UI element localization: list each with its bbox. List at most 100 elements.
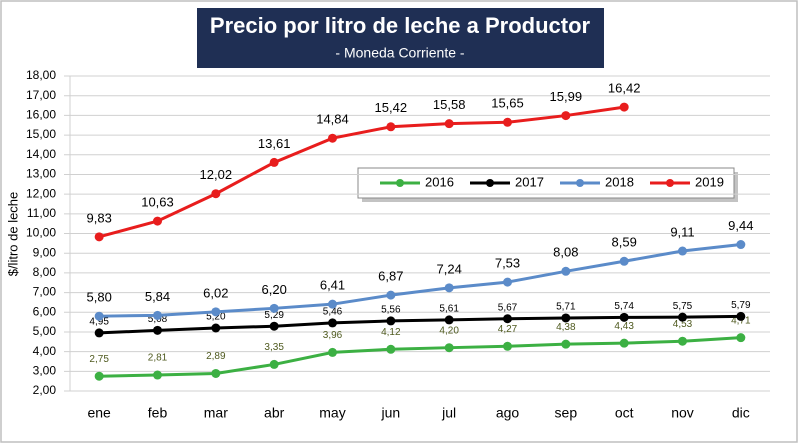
- data-label: 4,20: [439, 325, 459, 336]
- series-line: [99, 336, 741, 378]
- data-point: [561, 313, 571, 323]
- y-tick-label: 8,00: [33, 265, 57, 279]
- x-tick-label: feb: [148, 405, 168, 421]
- data-point: [328, 347, 337, 357]
- y-tick-label: 4,00: [33, 344, 57, 358]
- data-point: [503, 314, 512, 324]
- data-label: 16,42: [608, 81, 641, 96]
- data-label: 2,75: [89, 354, 109, 365]
- data-point: [561, 111, 571, 121]
- data-label: 5,67: [498, 302, 518, 313]
- series-line: [98, 105, 625, 239]
- data-label: 6,02: [203, 285, 228, 300]
- y-tick-label: 14,00: [26, 147, 56, 161]
- legend-marker: [396, 179, 404, 187]
- data-point: [619, 102, 629, 112]
- data-point: [678, 246, 687, 256]
- data-point: [678, 312, 687, 322]
- x-tick-label: jun: [380, 405, 400, 421]
- data-point: [269, 321, 279, 331]
- data-label: 6,41: [320, 278, 345, 293]
- data-label: 7,24: [437, 261, 462, 276]
- data-point: [153, 310, 162, 320]
- data-label: 4,53: [673, 319, 693, 330]
- data-point: [211, 189, 221, 199]
- y-tick-label: 12,00: [26, 186, 56, 200]
- data-point: [619, 256, 629, 266]
- x-tick-label: dic: [732, 405, 750, 421]
- data-label: 9,44: [728, 218, 753, 233]
- data-point: [503, 117, 512, 127]
- data-label: 6,87: [378, 269, 403, 284]
- data-label: 7,53: [495, 256, 520, 271]
- data-label: 13,61: [258, 136, 291, 151]
- data-label: 9,11: [670, 224, 694, 239]
- data-point: [269, 359, 279, 369]
- data-label: 15,65: [491, 96, 524, 111]
- data-point: [328, 133, 337, 143]
- legend-label: 2017: [515, 174, 544, 189]
- x-tick-label: nov: [671, 405, 694, 421]
- data-label: 5,84: [145, 289, 170, 304]
- y-tick-label: 6,00: [33, 304, 57, 318]
- data-label: 15,58: [433, 97, 466, 112]
- data-label: 5,61: [439, 304, 459, 315]
- data-label: 15,42: [375, 100, 408, 115]
- data-point: [211, 307, 221, 317]
- legend-marker: [486, 179, 494, 187]
- data-label: 5,46: [323, 307, 343, 318]
- x-tick-label: oct: [615, 405, 634, 421]
- y-tick-label: 5,00: [33, 324, 57, 338]
- data-point: [153, 216, 162, 226]
- title-box: [197, 8, 604, 68]
- data-point: [503, 341, 512, 351]
- y-tick-label: 11,00: [27, 206, 56, 220]
- legend-marker: [666, 179, 674, 187]
- y-tick-label: 10,00: [26, 226, 56, 240]
- y-tick-label: 16,00: [26, 108, 56, 122]
- data-point: [736, 333, 746, 343]
- data-label: 4,27: [498, 324, 518, 335]
- data-label: 2,89: [206, 351, 226, 362]
- data-label: 14,84: [316, 112, 349, 127]
- data-label: 4,12: [381, 327, 401, 338]
- series-line: [99, 314, 741, 335]
- data-point: [153, 325, 162, 335]
- data-label: 2,81: [148, 353, 168, 364]
- data-point: [386, 316, 396, 326]
- y-tick-label: 15,00: [26, 127, 56, 141]
- x-tick-label: ago: [496, 405, 520, 421]
- x-tick-label: ene: [87, 405, 111, 421]
- data-point: [736, 240, 746, 250]
- data-point: [444, 119, 454, 129]
- x-tick-label: mar: [204, 405, 228, 421]
- chart-subtitle: - Moneda Corriente -: [335, 45, 465, 61]
- legend-label: 2016: [425, 174, 454, 189]
- data-label: 4,95: [89, 317, 109, 328]
- data-point: [269, 157, 279, 167]
- data-label: 15,99: [550, 89, 583, 104]
- data-point: [386, 344, 396, 354]
- data-point: [94, 371, 104, 381]
- data-label: 5,80: [87, 290, 112, 305]
- data-point: [619, 312, 629, 322]
- data-point: [444, 283, 454, 293]
- data-point: [736, 311, 746, 321]
- data-point: [503, 277, 512, 287]
- data-label: 4,38: [556, 322, 576, 333]
- data-point: [269, 303, 279, 313]
- data-point: [561, 339, 571, 349]
- data-point: [386, 290, 396, 300]
- series-line: [99, 243, 741, 318]
- y-tick-label: 13,00: [26, 167, 56, 181]
- x-tick-label: may: [319, 405, 345, 421]
- data-label: 5,20: [206, 312, 226, 323]
- data-label: 3,96: [323, 330, 343, 341]
- data-point: [328, 299, 337, 309]
- data-point: [619, 338, 629, 348]
- data-label: 5,56: [381, 305, 401, 316]
- data-label: 6,20: [262, 282, 287, 297]
